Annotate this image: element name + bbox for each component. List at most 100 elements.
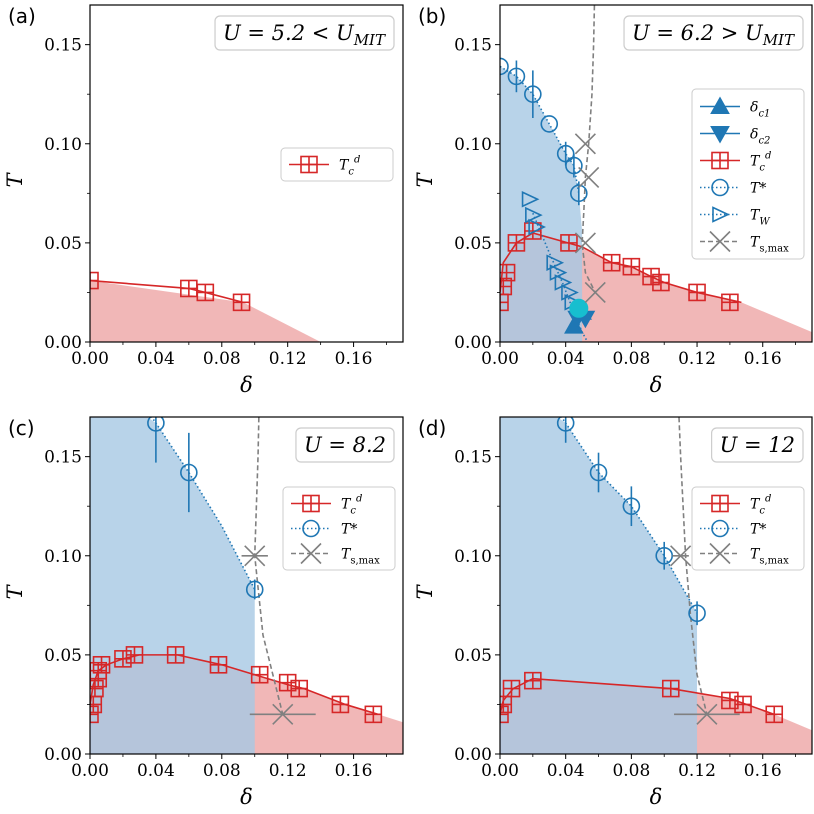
- legend-label-dc2: δc2: [750, 127, 770, 147]
- label-subscript: s,max: [759, 244, 789, 255]
- tstar-region: [500, 417, 698, 754]
- x-tick-label: 0.16: [335, 349, 373, 369]
- x-axis-label: δ: [240, 373, 253, 397]
- u-label: U = 5.2 < UMIT: [223, 21, 386, 49]
- legend-label-tstar: T*: [750, 522, 766, 538]
- tstar-point: [147, 417, 165, 432]
- label-main-part: T: [341, 547, 352, 563]
- u-label: U = 6.2 > UMIT: [632, 21, 795, 49]
- tstar-point: [180, 463, 198, 482]
- tsmax-point-b: [696, 703, 718, 725]
- label-main-part: U = 5.2 < U: [223, 21, 355, 45]
- label-subscript: s,max: [350, 556, 380, 567]
- y-axis-label: T: [3, 172, 27, 188]
- y-tick-label: 0.00: [44, 745, 82, 765]
- y-axis-label: T: [3, 584, 27, 600]
- y-tick-label: 0.00: [454, 745, 492, 765]
- legend: Tcd T* Ts,max: [282, 486, 396, 571]
- y-axis-label: T: [413, 172, 437, 188]
- tstar-region: [500, 66, 583, 342]
- label-main-part: T: [339, 158, 350, 174]
- critical-point-marker: [569, 298, 589, 318]
- tstar-point: [507, 67, 526, 86]
- legend-marker-tsmax-b: [709, 542, 731, 565]
- label-main-part: U = 12: [720, 433, 795, 457]
- label-main-part: T: [750, 497, 761, 513]
- tstar-point: [540, 115, 559, 133]
- y-tick-label: 0.15: [454, 36, 492, 56]
- x-tick-label: 0.12: [269, 349, 307, 369]
- tstar-point: [245, 580, 264, 599]
- plot-frame: [89, 416, 404, 755]
- legend-marker-dc2: [710, 126, 730, 144]
- legend-label-tcd: Tcd: [341, 494, 362, 517]
- x-tick-label: 0.16: [744, 349, 782, 369]
- x-tick-label: 0.16: [335, 761, 373, 781]
- x-axis-label: δ: [650, 785, 663, 809]
- label-subscript: c: [759, 163, 765, 174]
- tw-point: [546, 254, 565, 271]
- label-subscript: c1: [758, 109, 770, 120]
- legend-label-tsmax: Ts,max: [750, 235, 789, 255]
- u-label: U = 12: [720, 433, 795, 457]
- u-label-box: U = 12: [711, 427, 804, 463]
- tsmax-point-b: [584, 281, 606, 304]
- legend-frame: [691, 88, 805, 260]
- tstar-line: [500, 65, 580, 194]
- label-superscript: d: [765, 494, 771, 505]
- label-superscript: d: [354, 155, 360, 166]
- u-label-frame: [711, 427, 804, 463]
- label-main-part: T*: [341, 522, 357, 538]
- x-tick-label: 0.00: [71, 349, 109, 369]
- tsmax-point-b: [244, 545, 266, 567]
- y-tick-label: 0.10: [454, 135, 492, 155]
- legend-marker-tw: [712, 206, 730, 223]
- plot-area: [500, 5, 812, 342]
- tstar-point: [589, 463, 608, 482]
- tstar-point: [556, 417, 575, 432]
- legend: Tcd: [280, 147, 394, 182]
- label-subscript: c: [348, 167, 354, 178]
- label-subscript: W: [759, 217, 770, 228]
- tw-point: [561, 284, 579, 301]
- label-main-part: U = 8.2: [304, 433, 386, 457]
- tstar-region: [90, 417, 255, 754]
- label-subscript: MIT: [353, 31, 386, 49]
- plot-frame: [499, 416, 813, 755]
- tstar-point: [655, 546, 674, 565]
- x-tick-label: 0.08: [612, 349, 650, 369]
- panel-tag: (a): [8, 4, 36, 28]
- panel-d: 0.00 0.04 0.08 0.12 0.16 0.00 0.05 0.10 0.15 δ T (d…: [413, 416, 813, 809]
- y-axis-label: T: [413, 584, 437, 600]
- x-tick-label: 0.12: [269, 761, 307, 781]
- y-tick-label: 0.00: [44, 333, 82, 353]
- tsmax-point-b: [574, 133, 596, 155]
- legend-label-tsmax: Ts,max: [341, 547, 380, 567]
- x-tick-label: 0.12: [678, 349, 716, 369]
- x-tick-label: 0.08: [612, 761, 650, 781]
- x-tick-label: 0.04: [137, 761, 175, 781]
- label-main-part: T: [750, 547, 761, 563]
- label-main-part: T: [341, 497, 352, 513]
- x-axis-label: δ: [650, 373, 663, 397]
- tstar-point: [622, 497, 641, 516]
- tw-point: [525, 206, 543, 224]
- x-tick-label: 0.04: [547, 349, 585, 369]
- legend-marker-tstar: [711, 519, 729, 538]
- tsmax-line: [581, 5, 596, 293]
- legend-label-tstar: T*: [750, 181, 766, 197]
- panel-tag: (d): [418, 416, 446, 440]
- x-tick-label: 0.00: [481, 761, 519, 781]
- tsmax-point-b: [578, 166, 600, 189]
- tsmax-point-b: [574, 232, 596, 254]
- label-superscript: d: [765, 151, 771, 162]
- legend-label-tcd: Tcd: [339, 155, 360, 178]
- legend-label-tstar: T*: [341, 522, 357, 538]
- label-subscript: c2: [758, 136, 770, 147]
- legend-label-tcd: Tcd: [750, 151, 771, 174]
- y-tick-label: 0.05: [44, 234, 82, 254]
- tstar-point: [570, 184, 588, 203]
- x-tick-label: 0.16: [744, 761, 782, 781]
- panel-b: 0.00 0.04 0.08 0.12 0.160.000.050.100.15δT(b…: [413, 4, 813, 397]
